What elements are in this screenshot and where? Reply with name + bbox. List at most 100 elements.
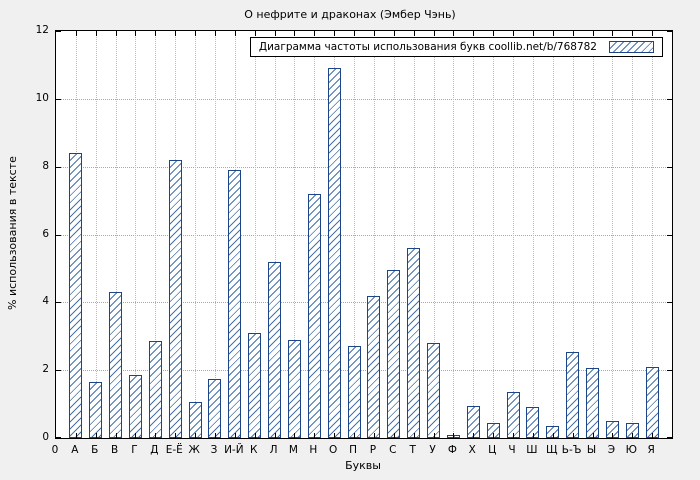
gridline-vertical (453, 31, 455, 438)
x-tick-mark (473, 31, 475, 36)
y-tick-mark (667, 166, 672, 168)
gridline-vertical (135, 31, 137, 438)
x-tick-label: Ы (586, 444, 597, 456)
bar-Г (128, 375, 142, 438)
x-tick-mark (294, 433, 296, 438)
plot-area: Диаграмма частоты использования букв coo… (55, 30, 673, 439)
gridline-vertical (433, 31, 435, 438)
gridline-vertical (95, 31, 97, 438)
bar-Е-Ё (168, 159, 182, 438)
x-tick-mark (393, 31, 395, 36)
x-tick-label: Ш (526, 444, 538, 456)
x-tick-label: Р (369, 444, 377, 456)
x-tick-mark (334, 31, 336, 36)
x-tick-label: К (249, 444, 258, 456)
x-tick-mark (552, 31, 554, 36)
x-tick-label: Ц (488, 444, 497, 456)
y-tick-label: 6 (42, 227, 49, 240)
x-tick-mark (513, 433, 515, 438)
y-tick-mark (56, 370, 61, 372)
y-tick-mark (667, 98, 672, 100)
x-tick-label: В (111, 444, 119, 456)
y-tick-label: 4 (42, 295, 49, 308)
gridline-horizontal (56, 98, 672, 100)
x-tick-label: И-Й (224, 444, 244, 456)
x-tick-mark (354, 433, 356, 438)
x-tick-label: З (210, 444, 218, 456)
x-tick-label: Ч (508, 444, 516, 456)
x-tick-mark (234, 433, 236, 438)
x-tick-label: Х (468, 444, 476, 456)
bar-З (208, 378, 222, 438)
x-tick-mark (195, 31, 197, 36)
x-tick-label: У (429, 444, 436, 456)
legend-swatch (609, 41, 654, 53)
x-tick-mark (632, 31, 634, 36)
x-tick-label: Л (269, 444, 278, 456)
gridline-vertical (274, 31, 276, 438)
x-tick-mark (155, 433, 157, 438)
gridline-vertical (572, 31, 574, 438)
gridline-vertical (254, 31, 256, 438)
x-tick-label: Я (647, 444, 655, 456)
gridline-vertical (552, 31, 554, 438)
x-tick-mark (175, 31, 177, 36)
x-tick-mark (115, 433, 117, 438)
gridline-vertical (115, 31, 117, 438)
gridline-vertical (652, 31, 654, 438)
x-tick-label: П (349, 444, 358, 456)
gridline-vertical (632, 31, 634, 438)
x-tick-mark (314, 31, 316, 36)
y-tick-mark (56, 302, 61, 304)
bar-Р (367, 295, 381, 438)
x-tick-mark (413, 31, 415, 36)
x-tick-mark (214, 31, 216, 36)
x-tick-mark (393, 433, 395, 438)
bar-С (387, 270, 401, 438)
y-tick-label: 12 (35, 24, 49, 36)
x-tick-label: Т (409, 444, 416, 456)
gridline-vertical (373, 31, 375, 438)
x-tick-mark (294, 31, 296, 36)
y-tick-mark (56, 31, 61, 32)
x-tick-mark (95, 433, 97, 438)
x-tick-mark (652, 31, 654, 36)
x-tick-mark (135, 433, 137, 438)
bar-П (347, 346, 361, 438)
gridline-horizontal (56, 234, 672, 236)
x-tick-label: Г (131, 444, 138, 456)
y-tick-mark (667, 31, 672, 32)
x-tick-label: О (329, 444, 338, 456)
bar-Н (307, 193, 321, 438)
bar-Д (148, 341, 162, 438)
gridline-vertical (195, 31, 197, 438)
x-tick-mark (95, 31, 97, 36)
x-tick-mark (532, 31, 534, 36)
x-tick-mark (234, 31, 236, 36)
x-tick-mark (274, 31, 276, 36)
x-tick-mark (453, 31, 455, 36)
x-tick-mark (254, 31, 256, 36)
x-tick-mark (314, 433, 316, 438)
x-tick-mark (473, 433, 475, 438)
x-tick-label: М (288, 444, 298, 456)
gridline-vertical (393, 31, 395, 438)
x-axis-label: Буквы (345, 459, 381, 472)
y-tick-mark (667, 234, 672, 236)
x-tick-label: Е-Ё (165, 444, 183, 456)
y-tick-label: 2 (42, 363, 49, 376)
bar-К (248, 332, 262, 438)
x-tick-label: Э (607, 444, 616, 456)
x-tick-mark (612, 433, 614, 438)
y-tick-mark (667, 302, 672, 304)
x-tick-label: Щ (546, 444, 558, 456)
x-tick-mark (572, 433, 574, 438)
x-tick-mark (274, 433, 276, 438)
bar-У (427, 343, 441, 438)
x-tick-label: Ю (625, 444, 637, 456)
x-tick-label: А (71, 444, 79, 456)
legend-label: Диаграмма частоты использования букв coo… (258, 41, 597, 53)
bar-О (327, 68, 341, 438)
gridline-vertical (612, 31, 614, 438)
